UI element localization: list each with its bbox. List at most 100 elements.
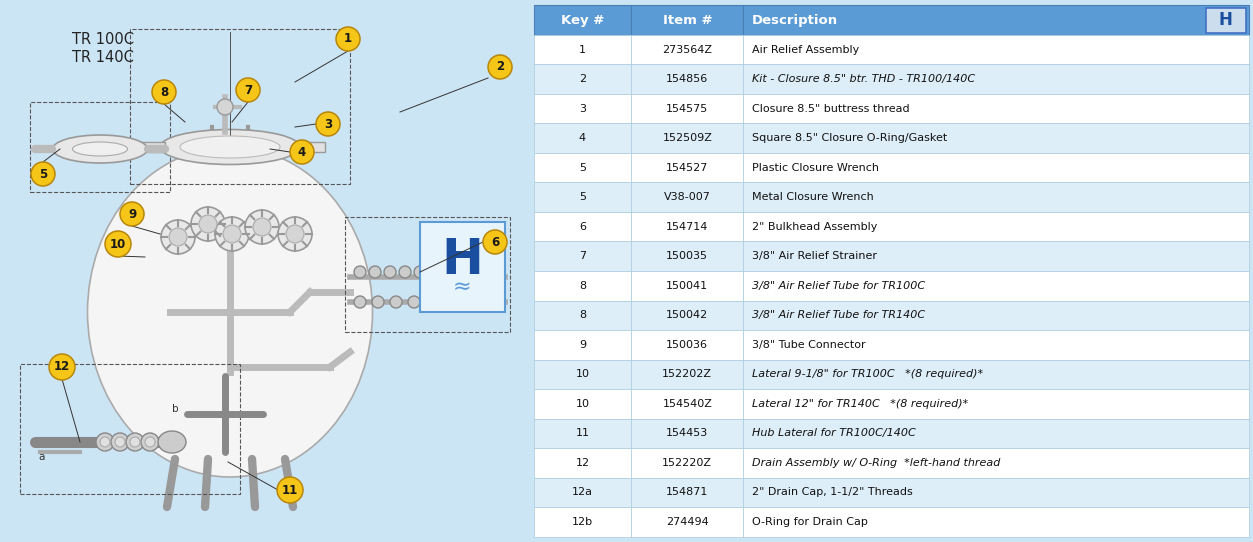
Bar — [632, 418, 743, 448]
Bar — [743, 330, 1249, 359]
Circle shape — [372, 296, 383, 308]
Bar — [743, 64, 1249, 94]
Circle shape — [477, 296, 489, 308]
Text: 3: 3 — [325, 118, 332, 131]
Circle shape — [278, 217, 312, 251]
Bar — [420, 222, 505, 312]
Circle shape — [462, 296, 474, 308]
Bar — [743, 478, 1249, 507]
Text: 150035: 150035 — [667, 251, 708, 261]
Bar — [135, 142, 165, 152]
Text: Description: Description — [752, 14, 838, 27]
Text: 154540Z: 154540Z — [663, 399, 712, 409]
Circle shape — [277, 477, 303, 503]
Text: 7: 7 — [244, 83, 252, 96]
Bar — [534, 35, 632, 64]
Bar — [534, 242, 632, 271]
Circle shape — [413, 266, 426, 278]
Ellipse shape — [180, 136, 279, 158]
Circle shape — [286, 225, 304, 243]
Circle shape — [454, 266, 466, 278]
Text: 8: 8 — [579, 310, 586, 320]
Text: 152202Z: 152202Z — [663, 369, 712, 379]
Ellipse shape — [88, 147, 372, 477]
Text: 154453: 154453 — [667, 428, 708, 438]
Ellipse shape — [160, 130, 299, 165]
Text: 3/8" Air Relief Strainer: 3/8" Air Relief Strainer — [752, 251, 877, 261]
Circle shape — [160, 220, 195, 254]
Bar — [294, 142, 325, 152]
Bar — [20, 364, 241, 494]
Text: Kit - Closure 8.5" btr. THD - TR100/140C: Kit - Closure 8.5" btr. THD - TR100/140C — [752, 74, 975, 84]
Text: 8: 8 — [579, 281, 586, 291]
Circle shape — [355, 296, 366, 308]
Bar — [632, 94, 743, 124]
Text: 3: 3 — [579, 104, 586, 114]
Text: Lateral 12" for TR140C   *(8 required)*: Lateral 12" for TR140C *(8 required)* — [752, 399, 969, 409]
Bar — [632, 448, 743, 478]
Circle shape — [142, 433, 159, 451]
Text: 9: 9 — [579, 340, 586, 350]
Text: TR 100C: TR 100C — [71, 32, 134, 47]
Text: 12: 12 — [54, 360, 70, 373]
Text: H: H — [1219, 11, 1233, 29]
Bar — [743, 359, 1249, 389]
Text: ≈: ≈ — [452, 277, 471, 297]
Circle shape — [120, 202, 144, 226]
Bar — [534, 124, 632, 153]
Circle shape — [426, 296, 439, 308]
Text: 3/8" Air Relief Tube for TR140C: 3/8" Air Relief Tube for TR140C — [752, 310, 925, 320]
Text: 9: 9 — [128, 208, 137, 221]
Bar — [743, 35, 1249, 64]
Bar — [632, 330, 743, 359]
Bar — [130, 29, 350, 184]
Ellipse shape — [53, 135, 148, 163]
Ellipse shape — [158, 431, 185, 453]
Text: 11: 11 — [282, 483, 298, 496]
Circle shape — [49, 354, 75, 380]
Text: a: a — [38, 452, 44, 462]
Bar — [534, 330, 632, 359]
Circle shape — [217, 99, 233, 115]
Circle shape — [289, 140, 315, 164]
Text: Drain Assembly w/ O-Ring  *left-hand thread: Drain Assembly w/ O-Ring *left-hand thre… — [752, 458, 1000, 468]
Text: O-Ring for Drain Cap: O-Ring for Drain Cap — [752, 517, 868, 527]
Text: Closure 8.5" buttress thread: Closure 8.5" buttress thread — [752, 104, 910, 114]
Text: 5: 5 — [579, 163, 586, 173]
Bar — [632, 359, 743, 389]
Circle shape — [398, 266, 411, 278]
Text: 273564Z: 273564Z — [663, 44, 712, 55]
Text: 5: 5 — [579, 192, 586, 202]
Bar — [534, 389, 632, 418]
Bar — [534, 212, 632, 242]
Text: 1: 1 — [345, 33, 352, 46]
Text: 12: 12 — [575, 458, 589, 468]
Text: V38-007: V38-007 — [664, 192, 710, 202]
Text: 2: 2 — [496, 61, 504, 74]
Circle shape — [482, 230, 507, 254]
Circle shape — [408, 296, 420, 308]
Bar — [632, 389, 743, 418]
Text: 150041: 150041 — [667, 281, 708, 291]
Text: 154714: 154714 — [667, 222, 708, 232]
Bar — [345, 217, 510, 332]
Text: Square 8.5" Closure O-Ring/Gasket: Square 8.5" Closure O-Ring/Gasket — [752, 133, 947, 143]
Bar — [534, 359, 632, 389]
Bar — [632, 35, 743, 64]
Text: 4: 4 — [579, 133, 586, 143]
Circle shape — [446, 296, 459, 308]
Bar — [534, 64, 632, 94]
Circle shape — [370, 266, 381, 278]
Circle shape — [223, 225, 241, 243]
Text: 5: 5 — [39, 167, 48, 180]
Bar — [534, 153, 632, 183]
Ellipse shape — [73, 142, 128, 156]
Circle shape — [96, 433, 114, 451]
Bar — [632, 300, 743, 330]
Text: 150042: 150042 — [667, 310, 708, 320]
Bar — [632, 64, 743, 94]
Circle shape — [115, 437, 125, 447]
Bar — [743, 212, 1249, 242]
Circle shape — [487, 55, 512, 79]
Circle shape — [152, 80, 175, 104]
